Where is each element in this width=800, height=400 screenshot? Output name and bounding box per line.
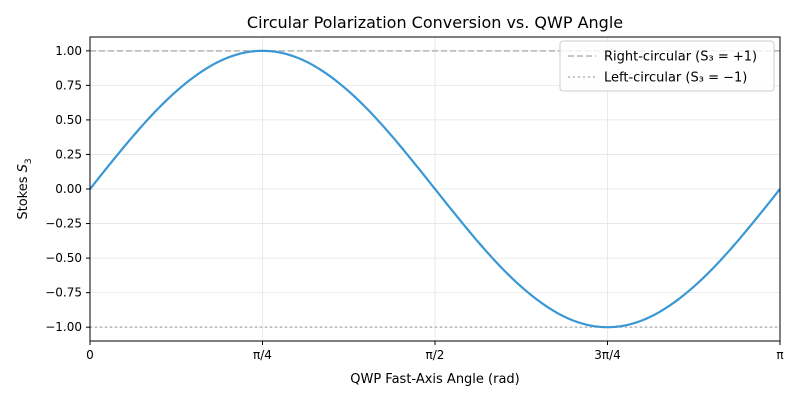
legend: Right-circular (S₃ = +1) Left-circular (… [559, 40, 775, 92]
x-tick-label: π [776, 348, 783, 362]
y-tick-label: 0.50 [55, 113, 82, 127]
y-axis-label-symbol: S [16, 164, 31, 172]
y-axis-label-prefix: Stokes [16, 172, 31, 219]
y-tick-label: −0.50 [45, 251, 82, 265]
y-axis-ticks: 1.00 0.75 0.50 0.25 0.00 −0.25 −0.50 −0.75 −1.00 [45, 44, 90, 334]
y-axis-label-subscript: 3 [24, 158, 34, 164]
y-tick-label: −0.25 [45, 217, 82, 231]
legend-label-right-circular: Right-circular (S₃ = +1) [604, 50, 757, 65]
reference-lines [90, 50, 780, 328]
series-lines [89, 49, 781, 329]
chart-title: Circular Polarization Conversion vs. QWP… [247, 13, 623, 32]
series-line [89, 49, 781, 329]
legend-box [559, 40, 775, 92]
x-axis-label: QWP Fast-Axis Angle (rad) [350, 372, 520, 387]
y-tick-label: 0.75 [55, 78, 82, 92]
x-tick-label: 3π/4 [594, 348, 621, 362]
legend-label-left-circular: Left-circular (S₃ = −1) [604, 71, 747, 86]
y-tick-label: −0.75 [45, 286, 82, 300]
y-tick-label: 0.00 [55, 182, 82, 196]
x-tick-label: π/2 [426, 348, 445, 362]
x-axis-ticks: 0 π/4 π/2 3π/4 π [86, 341, 784, 362]
x-tick-label: π/4 [253, 348, 272, 362]
y-tick-label: 0.25 [55, 147, 82, 161]
y-tick-label: −1.00 [45, 320, 82, 334]
y-axis-label: Stokes S3 [16, 158, 34, 219]
y-tick-label: 1.00 [55, 44, 82, 58]
x-tick-label: 0 [86, 348, 94, 362]
